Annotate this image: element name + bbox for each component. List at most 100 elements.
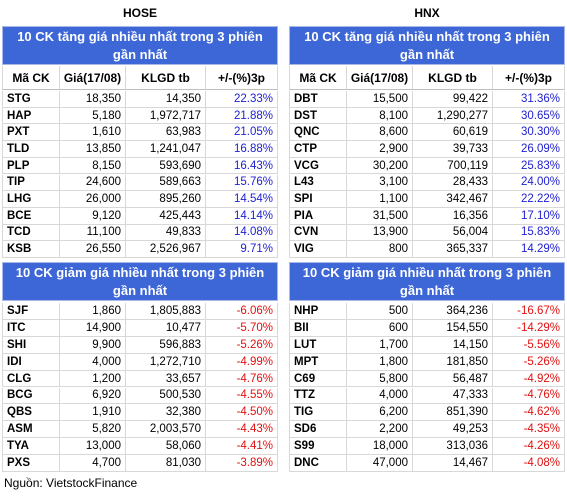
cell-value: -4.76%: [206, 370, 278, 388]
cell-value: 31.36%: [493, 91, 565, 108]
ticker: DST: [289, 107, 347, 125]
cell-value: 9,900: [60, 336, 126, 354]
source: Nguồn: VietstockFinance: [4, 476, 138, 490]
cell-value: 8,100: [347, 107, 413, 125]
cell-value: 24.00%: [493, 174, 565, 192]
ticker: L43: [289, 174, 347, 192]
ticker: NHP: [289, 303, 347, 320]
cell-value: 700,119: [413, 157, 493, 175]
cell-value: 26.09%: [493, 141, 565, 158]
column-header: KLGD tb: [126, 66, 206, 90]
cell-value: 15,500: [347, 91, 413, 108]
cell-value: 593,690: [126, 157, 206, 175]
cell-value: 9,120: [60, 207, 126, 225]
cell-value: 5,800: [347, 370, 413, 388]
cell-value: 600: [347, 319, 413, 337]
cell-value: 30.30%: [493, 124, 565, 142]
ticker: CLG: [2, 370, 60, 388]
section-title: 10 CK giảm giá nhiều nhất trong 3 phiên …: [289, 262, 565, 301]
cell-value: -4.62%: [493, 404, 565, 422]
cell-value: 14.14%: [206, 207, 278, 225]
cell-value: 4,700: [60, 455, 126, 472]
cell-value: 14.29%: [493, 241, 565, 258]
cell-value: 154,550: [413, 319, 493, 337]
cell-value: 63,983: [126, 124, 206, 142]
cell-value: -4.43%: [206, 421, 278, 439]
cell-value: 589,663: [126, 174, 206, 192]
cell-value: 1,860: [60, 303, 126, 320]
cell-value: 47,000: [347, 455, 413, 472]
cell-value: 365,337: [413, 241, 493, 258]
cell-value: 18,000: [347, 438, 413, 456]
ticker: STG: [2, 91, 60, 108]
ticker: S99: [289, 438, 347, 456]
section-title: 10 CK tăng giá nhiều nhất trong 3 phiên …: [289, 26, 565, 65]
cell-value: -4.50%: [206, 404, 278, 422]
ticker: CVN: [289, 224, 347, 242]
cell-value: 8,600: [347, 124, 413, 142]
cell-value: 16.88%: [206, 141, 278, 158]
cell-value: 2,526,967: [126, 241, 206, 258]
column-header: Giá(17/08): [347, 66, 413, 90]
ticker: HAP: [2, 107, 60, 125]
cell-value: 15.76%: [206, 174, 278, 192]
ticker: BII: [289, 319, 347, 337]
cell-value: 56,004: [413, 224, 493, 242]
ticker: PIA: [289, 207, 347, 225]
cell-value: 22.22%: [493, 191, 565, 208]
ticker: BCG: [2, 387, 60, 405]
cell-value: 15.83%: [493, 224, 565, 242]
cell-value: 425,443: [126, 207, 206, 225]
cell-value: -5.56%: [493, 336, 565, 354]
ticker: C69: [289, 370, 347, 388]
cell-value: 6,920: [60, 387, 126, 405]
cell-value: 16,356: [413, 207, 493, 225]
cell-value: 13,900: [347, 224, 413, 242]
cell-value: 1,290,277: [413, 107, 493, 125]
cell-value: -5.26%: [206, 336, 278, 354]
column-header: Giá(17/08): [60, 66, 126, 90]
cell-value: 1,241,047: [126, 141, 206, 158]
cell-value: 342,467: [413, 191, 493, 208]
cell-value: 14,467: [413, 455, 493, 472]
cell-value: -5.26%: [493, 353, 565, 371]
cell-value: 1,800: [347, 353, 413, 371]
cell-value: 28,433: [413, 174, 493, 192]
ticker: QBS: [2, 404, 60, 422]
cell-value: 13,850: [60, 141, 126, 158]
cell-value: 4,000: [347, 387, 413, 405]
ticker: DBT: [289, 91, 347, 108]
cell-value: 8,150: [60, 157, 126, 175]
cell-value: 26,000: [60, 191, 126, 208]
cell-value: 26,550: [60, 241, 126, 258]
cell-value: 14,350: [126, 91, 206, 108]
column-header: +/-(%)3p: [493, 66, 565, 90]
cell-value: 11,100: [60, 224, 126, 242]
ticker: VCG: [289, 157, 347, 175]
cell-value: 39,733: [413, 141, 493, 158]
cell-value: 2,900: [347, 141, 413, 158]
ticker: TCD: [2, 224, 60, 242]
cell-value: 32,380: [126, 404, 206, 422]
cell-value: 313,036: [413, 438, 493, 456]
ticker: TYA: [2, 438, 60, 456]
cell-value: 14,900: [60, 319, 126, 337]
ticker: VIG: [289, 241, 347, 258]
cell-value: 1,910: [60, 404, 126, 422]
ticker: MPT: [289, 353, 347, 371]
cell-value: 56,487: [413, 370, 493, 388]
cell-value: 13,000: [60, 438, 126, 456]
ticker: IDI: [2, 353, 60, 371]
ticker: SJF: [2, 303, 60, 320]
cell-value: 500,530: [126, 387, 206, 405]
cell-value: 1,972,717: [126, 107, 206, 125]
cell-value: 1,805,883: [126, 303, 206, 320]
cell-value: 99,422: [413, 91, 493, 108]
cell-value: 14,150: [413, 336, 493, 354]
cell-value: 18,350: [60, 91, 126, 108]
cell-value: 851,390: [413, 404, 493, 422]
cell-value: -4.55%: [206, 387, 278, 405]
cell-value: 9.71%: [206, 241, 278, 258]
ticker: QNC: [289, 124, 347, 142]
